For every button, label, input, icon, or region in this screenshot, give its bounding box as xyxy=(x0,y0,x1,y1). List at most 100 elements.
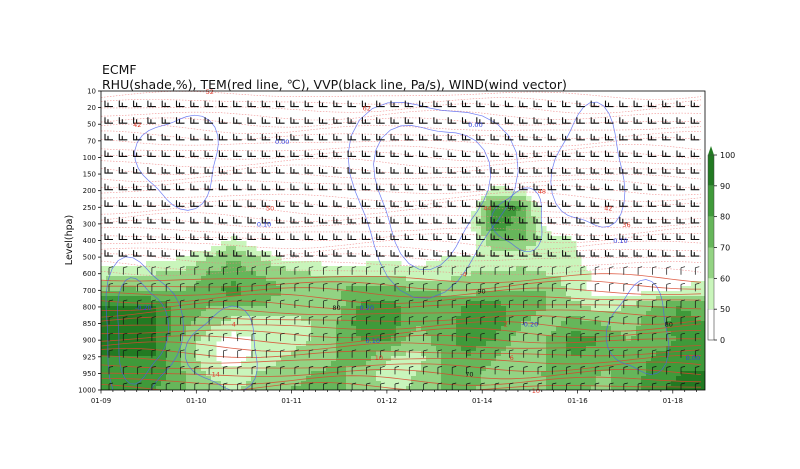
rhu-cell xyxy=(491,286,497,292)
rhu-cell xyxy=(241,381,247,387)
rhu-cell xyxy=(356,351,362,357)
rhu-cell xyxy=(616,366,622,372)
rhu-cell xyxy=(131,366,137,372)
rhu-cell xyxy=(531,286,537,292)
rhu-cell xyxy=(266,316,272,322)
rhu-cell xyxy=(456,316,462,322)
wind-barb xyxy=(318,167,328,174)
rhu-cell xyxy=(561,271,567,277)
wind-barb xyxy=(137,349,142,358)
wind-barb xyxy=(662,250,671,257)
rhu-cell xyxy=(611,381,617,387)
rhu-cell xyxy=(581,316,587,322)
wind-barb xyxy=(161,117,171,124)
rhu-cell xyxy=(116,356,122,362)
rhu-cell xyxy=(681,361,687,367)
rhu-cell xyxy=(476,301,482,307)
rhu-cell xyxy=(571,336,577,342)
wind-barb xyxy=(133,117,142,124)
wind-barb xyxy=(609,299,614,308)
y-tick-label: 850 xyxy=(83,320,96,328)
wind-barb xyxy=(194,332,199,342)
rhu-cell xyxy=(376,301,382,307)
wind-barb xyxy=(551,299,557,308)
rhu-cell xyxy=(286,286,292,292)
wind-barb xyxy=(504,100,514,108)
rhu-cell xyxy=(581,371,587,377)
rhu-cell xyxy=(261,386,267,390)
rhu-cell xyxy=(566,316,572,322)
rhu-cell xyxy=(641,321,647,327)
rhu-cell xyxy=(556,341,562,347)
rhu-cell xyxy=(111,311,117,317)
rhu-cell xyxy=(461,301,467,307)
rhu-cell xyxy=(671,326,677,332)
rhu-cell xyxy=(501,301,507,307)
rhu-cell xyxy=(401,341,407,347)
rhu-cell xyxy=(686,356,692,362)
rhu-cell xyxy=(436,341,442,347)
wind-barb xyxy=(652,299,657,308)
rhu-cell xyxy=(626,366,632,372)
wind-barb xyxy=(251,366,257,375)
rhu-cell xyxy=(296,291,302,297)
rhu-cell xyxy=(511,191,517,197)
rhu-cell xyxy=(686,316,692,322)
rhu-cell xyxy=(491,296,497,302)
rhu-cell xyxy=(236,291,242,297)
rhu-cell xyxy=(101,296,107,302)
rhu-cell xyxy=(481,311,487,317)
wind-barb xyxy=(504,183,514,191)
rhu-cell xyxy=(256,336,262,342)
rhu-cell xyxy=(591,356,597,362)
rhu-cell xyxy=(486,206,492,212)
rhu-cell xyxy=(271,311,277,317)
rhu-cell xyxy=(701,371,705,377)
rhu-cell xyxy=(496,361,502,367)
rhu-cell xyxy=(461,271,467,277)
wind-barb xyxy=(351,349,357,358)
rhu-cell xyxy=(506,386,512,390)
rhu-cell xyxy=(626,301,632,307)
isotherm-line xyxy=(101,348,702,358)
rhu-cell xyxy=(621,346,627,352)
rhu-cell xyxy=(141,341,147,347)
wind-barb xyxy=(447,117,457,124)
rhu-cell xyxy=(576,336,582,342)
rhu-cell xyxy=(651,356,657,362)
rhu-cell xyxy=(446,336,452,342)
rhu-cell xyxy=(386,296,392,302)
wind-barb xyxy=(461,200,471,207)
rhu-cell xyxy=(181,341,187,347)
rhu-cell xyxy=(456,366,462,372)
rhu-cell xyxy=(701,356,705,362)
wind-barb xyxy=(318,216,328,224)
wind-barb xyxy=(466,299,471,308)
wind-barb xyxy=(694,266,700,275)
rhu-cell xyxy=(546,291,552,297)
rhu-cell xyxy=(361,386,367,390)
rhu-cell xyxy=(306,271,312,277)
rhu-cell xyxy=(551,276,557,282)
wind-barb xyxy=(165,299,171,308)
rhu-cell xyxy=(506,241,512,247)
rhu-cell xyxy=(346,301,352,307)
rhu-cell xyxy=(176,341,182,347)
rhu-cell xyxy=(141,311,147,317)
rhu-cell xyxy=(111,321,117,327)
rhu-cell xyxy=(141,331,147,337)
rhu-cell xyxy=(156,306,162,312)
rhu-cell xyxy=(491,316,497,322)
rhu-cell xyxy=(526,356,532,362)
rhu-cell xyxy=(436,281,442,287)
rhu-cell xyxy=(271,376,277,382)
rhu-cell xyxy=(266,271,272,277)
rhu-cell xyxy=(371,326,377,332)
rhu-cell xyxy=(291,301,297,307)
rhu-cell xyxy=(466,371,472,377)
rhu-cell xyxy=(201,326,207,332)
isotherm-line xyxy=(101,97,702,108)
rhu-cell xyxy=(426,261,432,267)
rhu-cell xyxy=(481,211,487,217)
y-tick-label: 600 xyxy=(83,270,96,278)
